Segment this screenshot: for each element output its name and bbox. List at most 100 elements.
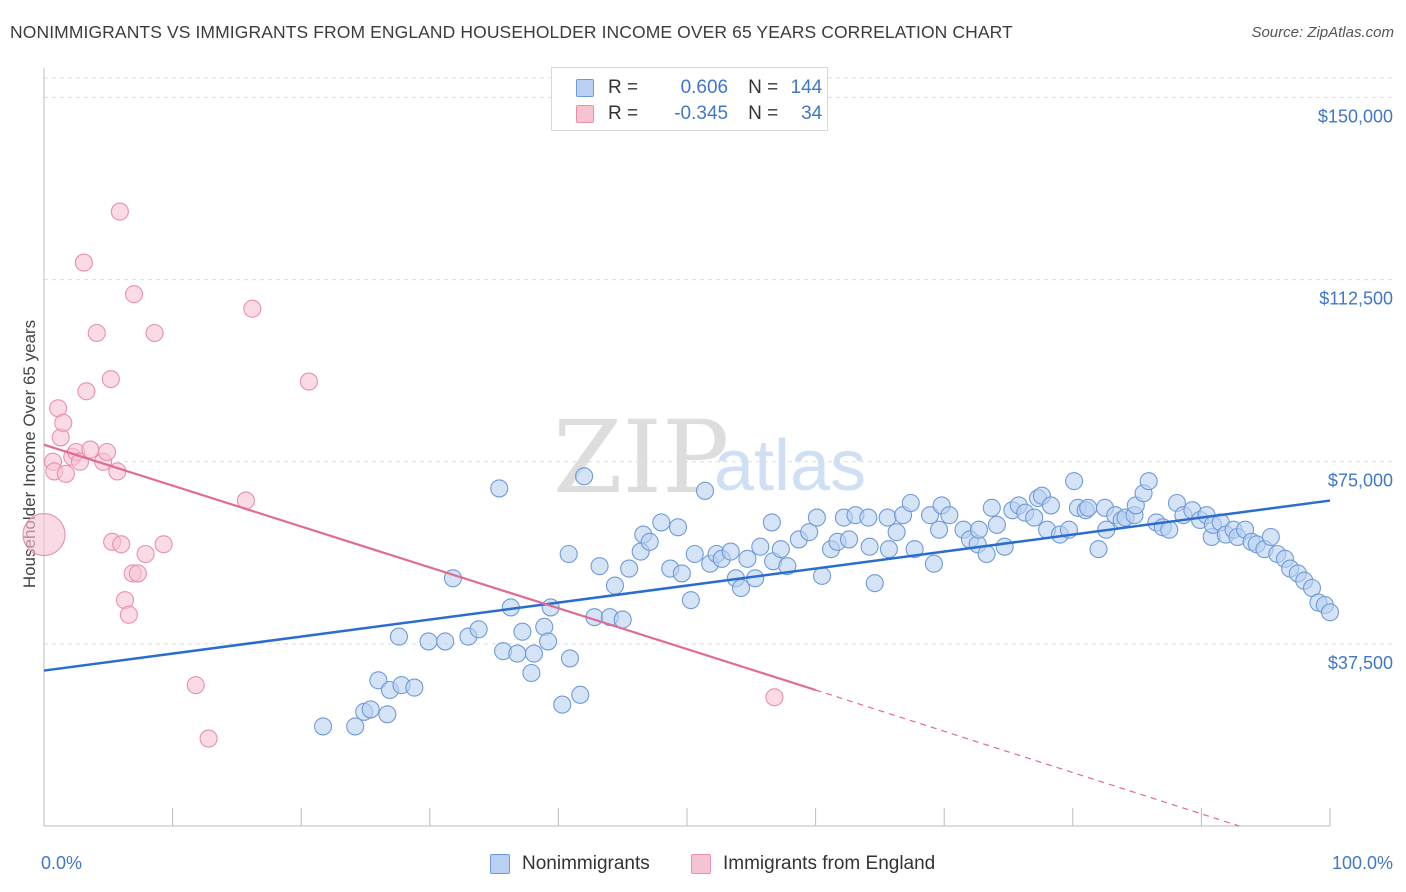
legend-r-value: -0.345: [674, 103, 729, 124]
legend-n-label: N =: [748, 77, 779, 98]
data-point-immigrants-england: [154, 535, 173, 554]
data-point-nonimmigrants: [605, 576, 625, 595]
bottom-legend-label: Nonimmigrants: [522, 853, 650, 874]
data-point-nonimmigrants: [1089, 540, 1108, 559]
y-tick-label: $37,500: [1328, 653, 1393, 673]
data-point-immigrants-england: [56, 464, 75, 483]
bottom-legend-swatch-blue: [490, 854, 510, 874]
data-point-nonimmigrants: [995, 537, 1014, 556]
data-point-immigrants-england: [77, 382, 96, 401]
y-tick-label: $75,000: [1328, 471, 1393, 491]
data-point-nonimmigrants: [559, 544, 578, 564]
data-point-nonimmigrants: [513, 622, 532, 641]
data-point-nonimmigrants: [1041, 496, 1060, 515]
data-point-nonimmigrants: [879, 540, 898, 559]
data-point-nonimmigrants: [901, 493, 920, 513]
data-point-nonimmigrants: [778, 557, 797, 576]
legend-swatch-blue: [576, 79, 594, 97]
data-point-nonimmigrants: [865, 574, 884, 593]
data-point-nonimmigrants: [762, 513, 781, 532]
data-point-nonimmigrants: [672, 564, 691, 583]
chart-title: NONIMMIGRANTS VS IMMIGRANTS FROM ENGLAND…: [10, 22, 1013, 42]
data-point-immigrants-england: [101, 370, 120, 389]
source-credit: Source: ZipAtlas.com: [1251, 24, 1394, 41]
data-point-nonimmigrants: [469, 620, 488, 639]
data-point-nonimmigrants: [508, 644, 527, 663]
data-point-nonimmigrants: [490, 479, 509, 498]
legend-swatch-pink: [576, 105, 594, 123]
data-point-immigrants-england: [119, 605, 138, 624]
watermark-atlas: atlas: [714, 426, 866, 506]
data-point-nonimmigrants: [346, 717, 365, 736]
data-point-nonimmigrants: [522, 663, 541, 683]
data-point-nonimmigrants: [878, 508, 897, 527]
data-point-nonimmigrants: [378, 705, 397, 724]
data-point-nonimmigrants: [361, 700, 380, 719]
data-point-immigrants-england: [97, 442, 117, 462]
bottom-legend-label: Immigrants from England: [723, 853, 936, 874]
data-point-nonimmigrants: [751, 537, 770, 556]
data-point-nonimmigrants: [859, 508, 878, 527]
data-point-nonimmigrants: [982, 498, 1001, 517]
data-point-nonimmigrants: [940, 506, 959, 525]
data-point-immigrants-england: [299, 372, 318, 391]
correlation-legend: R = 0.606 N = 144 R = -0.345 N = 34: [551, 67, 828, 131]
data-point-nonimmigrants: [921, 506, 940, 525]
data-point-nonimmigrants: [930, 520, 949, 539]
data-point-nonimmigrants: [738, 549, 757, 568]
legend-n-label: N =: [748, 103, 779, 124]
data-point-immigrants-england: [199, 729, 218, 748]
data-point-nonimmigrants: [887, 523, 906, 542]
legend-row-immigrants-england: R = -0.345 N = 34: [576, 103, 822, 125]
data-point-nonimmigrants: [807, 508, 826, 527]
data-point-nonimmigrants: [575, 467, 594, 486]
bottom-legend-nonimmigrants: Nonimmigrants: [490, 852, 650, 876]
data-point-nonimmigrants: [1261, 527, 1280, 547]
data-point-nonimmigrants: [1320, 603, 1340, 622]
data-point-immigrants-england: [124, 285, 144, 304]
trendline-immigrants-england: [43, 443, 816, 692]
data-point-nonimmigrants: [620, 559, 639, 578]
data-point-immigrants-england: [128, 564, 147, 583]
data-point-nonimmigrants: [681, 591, 700, 610]
data-point-nonimmigrants: [771, 540, 790, 559]
data-point-nonimmigrants: [668, 518, 688, 537]
bottom-legend-swatch-pink: [691, 854, 711, 874]
data-point-immigrants-england: [765, 688, 784, 707]
data-point-nonimmigrants: [436, 632, 455, 651]
legend-n-value: 34: [801, 103, 823, 124]
data-point-immigrants-england: [112, 535, 131, 554]
data-point-immigrants-england: [74, 253, 93, 272]
data-point-nonimmigrants: [977, 544, 996, 564]
data-point-immigrants-england: [110, 202, 129, 221]
x-tick-label: 0.0%: [41, 853, 82, 873]
data-point-immigrants-england: [81, 440, 100, 459]
x-tick-label: 100.0%: [1332, 853, 1393, 873]
trendline-immigrants-england-extension: [815, 689, 1240, 827]
data-point-nonimmigrants: [839, 530, 859, 549]
data-point-nonimmigrants: [1079, 498, 1098, 517]
y-tick-label: $150,000: [1318, 106, 1393, 126]
data-point-nonimmigrants: [721, 542, 740, 561]
legend-n-value: 144: [790, 77, 823, 98]
legend-row-nonimmigrants: R = 0.606 N = 144: [576, 77, 822, 99]
data-point-immigrants-england: [87, 323, 106, 343]
data-point-nonimmigrants: [1139, 472, 1158, 491]
data-point-nonimmigrants: [987, 515, 1006, 534]
data-point-nonimmigrants: [800, 523, 819, 542]
data-point-nonimmigrants: [539, 632, 558, 651]
data-point-immigrants-england: [136, 544, 155, 564]
data-point-nonimmigrants: [860, 537, 879, 556]
data-point-nonimmigrants: [571, 685, 590, 704]
data-point-nonimmigrants: [590, 557, 609, 576]
data-point-nonimmigrants: [419, 632, 438, 651]
data-point-nonimmigrants: [652, 513, 671, 532]
legend-r-value: 0.606: [680, 77, 729, 98]
data-point-nonimmigrants: [553, 695, 572, 714]
data-point-nonimmigrants: [314, 717, 333, 736]
data-point-nonimmigrants: [560, 649, 580, 668]
data-point-nonimmigrants: [524, 644, 544, 663]
data-point-immigrants-england: [186, 676, 205, 695]
data-point-nonimmigrants: [640, 532, 659, 551]
